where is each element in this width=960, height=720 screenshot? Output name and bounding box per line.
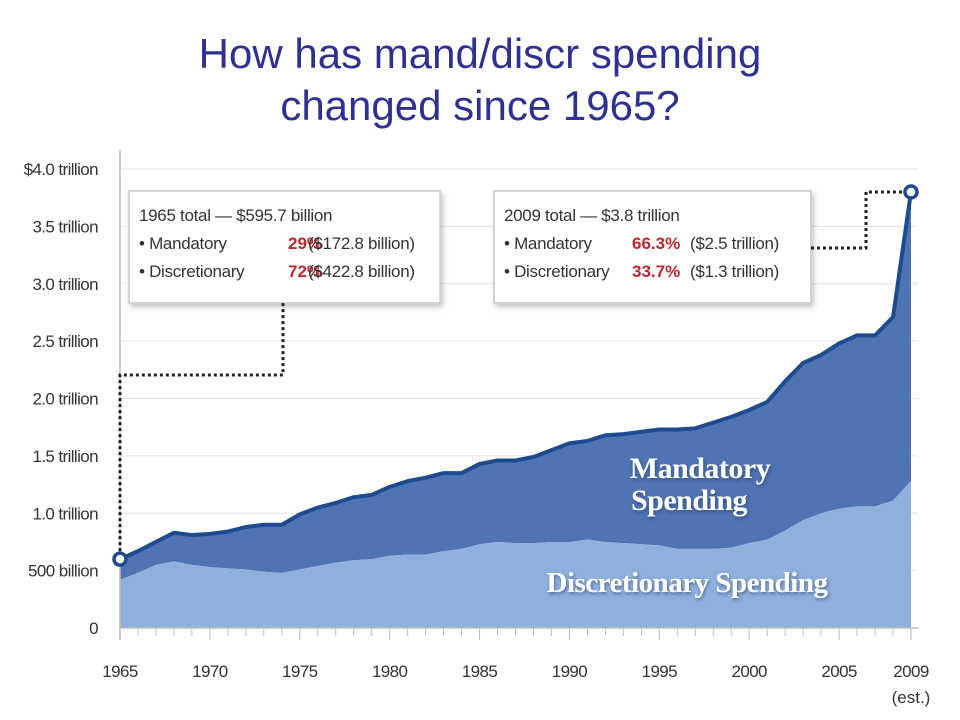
discretionary-area-label: Discretionary Spending <box>547 567 829 599</box>
annotation-pct: 72% <box>288 262 322 281</box>
y-tick-label: 2.5 trillion <box>32 332 98 351</box>
annotation-amount: ($1.3 trillion) <box>690 262 779 281</box>
marker-1965 <box>112 551 128 567</box>
leader-line-1965 <box>118 303 285 552</box>
areas <box>119 191 913 628</box>
annotation-pct: 29% <box>288 234 322 253</box>
annotations: 1965 total — $595.7 billion • Mandatory 29… <box>112 184 919 567</box>
mandatory-area <box>120 191 911 580</box>
mandatory-area-label-line1: Mandatory <box>630 452 771 485</box>
y-tick-label: 1.5 trillion <box>32 447 98 466</box>
annotation-box <box>128 190 441 304</box>
x-tick-label: 1990 <box>552 662 588 681</box>
x-tick-label: 1975 <box>282 662 318 681</box>
x-tick-label: 1985 <box>462 662 498 681</box>
y-tick-label: 3.5 trillion <box>32 217 98 236</box>
marker-2009 <box>903 184 919 200</box>
discretionary-area <box>120 481 911 628</box>
x-tick-label: 1965 <box>102 662 138 681</box>
y-tick-label: 1.0 trillion <box>32 504 98 523</box>
annotation-box <box>493 190 812 304</box>
x-tick-label: 1970 <box>192 662 228 681</box>
slide-title: How has mand/discr spending changed sinc… <box>0 28 960 132</box>
annotation-label: • Discretionary <box>139 262 245 281</box>
y-tick-label: 2.0 trillion <box>32 390 98 409</box>
annotation-amount: ($172.8 billion) <box>308 234 415 253</box>
total-spending-line <box>119 191 913 561</box>
x-tick-label: 1995 <box>642 662 678 681</box>
annotation-label: • Mandatory <box>139 234 227 253</box>
annotation-pct: 66.3% <box>632 234 680 253</box>
annotation-amount: ($2.5 trillion) <box>690 234 779 253</box>
y-tick-label: 0 <box>89 619 98 638</box>
annotation-label: • Discretionary <box>504 262 610 281</box>
leader-line-2009 <box>811 190 903 250</box>
y-tick-label: $4.0 trillion <box>24 160 99 179</box>
x-tick-label: 2009 <box>893 662 929 681</box>
y-tick-label: 3.0 trillion <box>32 275 98 294</box>
x-tick-label: 2005 <box>821 662 857 681</box>
slide-title-line1: How has mand/discr spending <box>198 30 762 77</box>
mandatory-area-label-line2: Spending <box>631 484 748 517</box>
annotation-pct: 33.7% <box>632 262 680 281</box>
x-tick-label: 2000 <box>731 662 767 681</box>
x-tick-sublabel: (est.) <box>892 688 931 707</box>
annotation-title: 1965 total — $595.7 billion <box>139 206 332 225</box>
annotation-label: • Mandatory <box>504 234 592 253</box>
x-tick-label: 1980 <box>372 662 408 681</box>
annotation-amount: ($422.8 billion) <box>308 262 415 281</box>
annotation-title: 2009 total — $3.8 trillion <box>504 206 680 225</box>
y-tick-label: 500 billion <box>28 562 98 581</box>
slide-title-line2: changed since 1965? <box>280 82 680 129</box>
